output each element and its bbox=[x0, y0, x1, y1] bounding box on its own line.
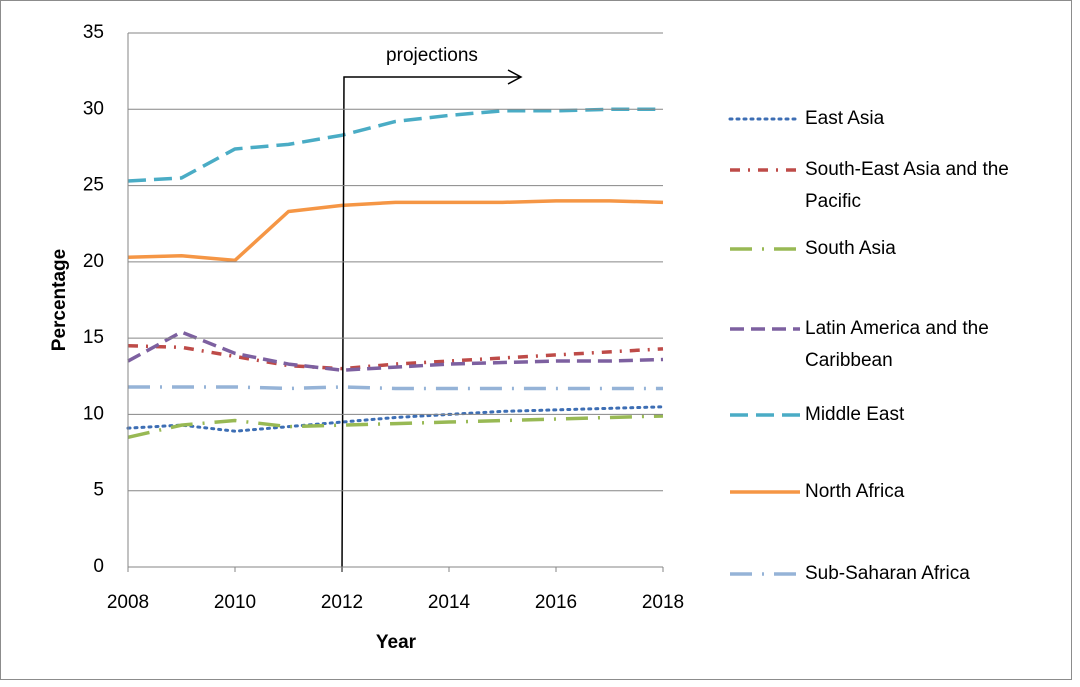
x-axis-title: Year bbox=[376, 632, 417, 653]
series-line bbox=[126, 405, 665, 433]
legend-label: South-East Asia and the Pacific bbox=[805, 159, 1009, 212]
y-tick-label: 30 bbox=[83, 98, 104, 119]
legend-label: Sub-Saharan Africa bbox=[805, 563, 970, 584]
legend-label: Latin America and the Caribbean bbox=[805, 318, 989, 371]
x-tick-label: 2016 bbox=[535, 592, 577, 613]
y-tick-label: 15 bbox=[83, 327, 104, 348]
x-tick-label: 2014 bbox=[428, 592, 471, 613]
y-tick-label: 0 bbox=[93, 556, 104, 577]
x-tick-label: 2018 bbox=[642, 592, 684, 613]
annotation: projections bbox=[386, 45, 478, 66]
legend-label: Middle East bbox=[805, 404, 905, 425]
legend-label: North Africa bbox=[805, 481, 905, 502]
x-tick-label: 2012 bbox=[321, 592, 363, 613]
projection-arrow bbox=[341, 69, 523, 573]
series-line bbox=[127, 344, 664, 371]
y-axis-title: Percentage bbox=[49, 249, 70, 351]
y-tick-label: 20 bbox=[83, 251, 104, 272]
series-line bbox=[127, 199, 664, 263]
series-line bbox=[127, 330, 664, 372]
y-tick-label: 5 bbox=[93, 480, 104, 501]
legend-label: South Asia bbox=[805, 238, 896, 259]
x-tick-label: 2010 bbox=[214, 592, 256, 613]
y-tick-label: 10 bbox=[83, 403, 104, 424]
y-tick-label: 35 bbox=[83, 22, 104, 43]
legend-label: East Asia bbox=[805, 108, 885, 129]
y-tick-label: 25 bbox=[83, 175, 104, 196]
series-line bbox=[127, 107, 663, 183]
x-tick-label: 2008 bbox=[107, 592, 149, 613]
series-line bbox=[127, 414, 664, 440]
series-line bbox=[128, 385, 663, 391]
